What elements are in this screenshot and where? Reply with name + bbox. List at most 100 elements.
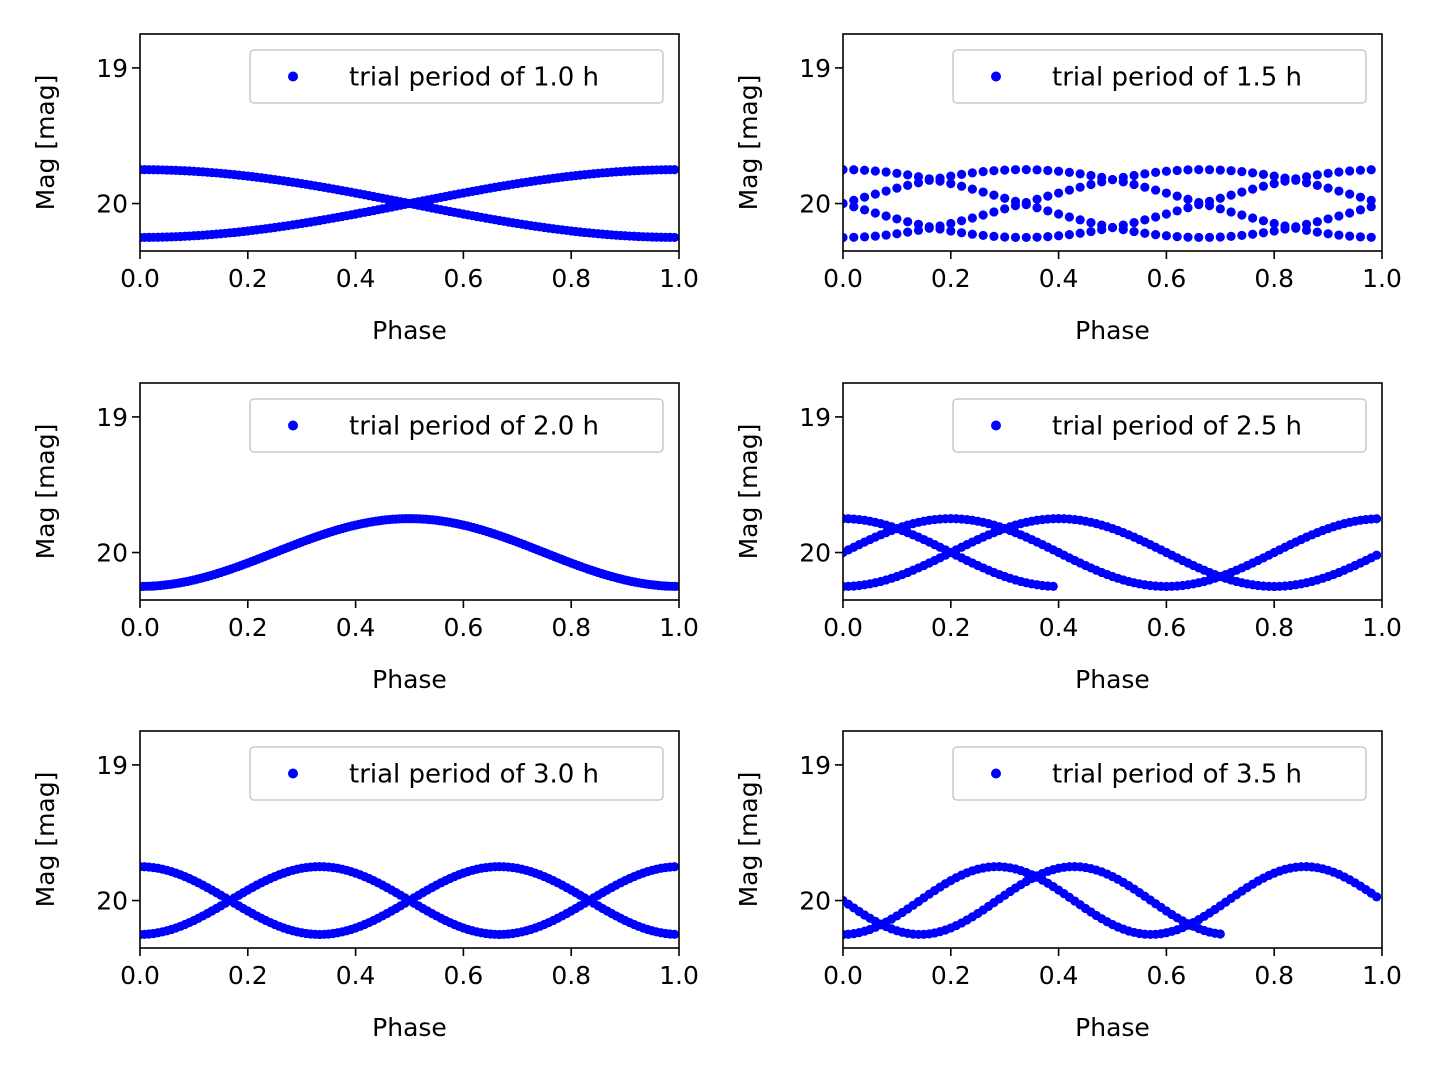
x-tick-label: 0.4 (1039, 961, 1079, 990)
data-point (1140, 215, 1150, 225)
data-point (1032, 232, 1042, 242)
x-tick-label: 1.0 (1362, 264, 1402, 293)
data-point (1237, 187, 1247, 197)
x-tick-label: 0.8 (1254, 961, 1294, 990)
data-point (1258, 216, 1269, 226)
data-point (1204, 165, 1215, 175)
data-point (1237, 210, 1247, 220)
legend-marker (288, 768, 298, 779)
x-axis-label: Phase (1075, 316, 1150, 345)
data-point (881, 167, 891, 177)
data-point (1291, 223, 1301, 233)
data-point (1334, 211, 1344, 221)
legend-box (952, 746, 1367, 801)
data-point (989, 190, 999, 200)
data-point (849, 165, 859, 175)
data-point (1183, 194, 1193, 204)
data-point (913, 219, 924, 229)
panel-2: 0.0 0.2 0.4 0.6 0.8 1.0 19 20 Phase Mag [mag] tria… (734, 33, 1402, 345)
x-tick-label: 0.2 (228, 264, 268, 293)
data-point (1194, 165, 1204, 175)
data-point (1086, 217, 1096, 228)
legend-marker (991, 420, 1001, 431)
y-tick-label: 19 (799, 54, 831, 83)
data-point (1161, 188, 1171, 198)
data-point (1140, 228, 1150, 238)
data-point (1097, 220, 1107, 230)
data-point (1366, 202, 1376, 212)
data-point (1075, 182, 1085, 192)
data-point (1000, 193, 1010, 203)
data-point (1021, 165, 1031, 175)
y-axis-label: Mag [mag] (31, 772, 60, 908)
data-point (1323, 168, 1333, 178)
data-point (1258, 228, 1269, 238)
data-point (946, 171, 956, 181)
data-point (956, 228, 967, 238)
data-point (1172, 232, 1182, 242)
data-point (1204, 232, 1215, 242)
legend-box (249, 746, 664, 801)
data-point (1032, 203, 1042, 213)
data-point (1032, 165, 1042, 175)
data-point (1107, 174, 1118, 185)
x-tick-label: 1.0 (1362, 613, 1402, 642)
data-point (903, 217, 913, 227)
data-point (1010, 165, 1021, 175)
data-point (1075, 169, 1085, 179)
data-point (1048, 581, 1058, 591)
data-point (1118, 177, 1128, 187)
legend-box (249, 398, 664, 453)
data-point (1366, 195, 1376, 205)
data-point (1372, 550, 1382, 560)
panel-3: 0.0 0.2 0.4 0.6 0.8 1.0 19 20 Phase Mag [mag] tria… (31, 382, 699, 694)
data-point (1301, 225, 1312, 235)
y-axis-label: Mag [mag] (734, 424, 763, 560)
data-point (669, 929, 679, 939)
y-tick-label: 20 (96, 539, 128, 568)
x-tick-label: 1.0 (659, 961, 699, 990)
data-point (1086, 170, 1096, 181)
data-point (946, 226, 956, 236)
x-tick-label: 0.8 (551, 264, 591, 293)
panel-4: 0.0 0.2 0.4 0.6 0.8 1.0 19 20 Phase Mag [mag] tria… (734, 382, 1402, 694)
data-point (1301, 172, 1312, 182)
legend-marker (991, 71, 1001, 82)
data-point (1054, 188, 1064, 198)
data-point (989, 231, 999, 241)
data-point (1345, 208, 1355, 218)
data-point (1226, 166, 1236, 176)
data-points (140, 862, 679, 940)
data-point (843, 232, 848, 243)
data-point (1172, 165, 1182, 176)
x-tick-label: 1.0 (659, 613, 699, 642)
y-tick-label: 19 (96, 751, 128, 780)
panels: 0.0 0.2 0.4 0.6 0.8 1.0 19 20 Phase Mag [mag] tria… (31, 33, 1402, 1042)
x-tick-label: 0.2 (931, 613, 971, 642)
data-point (1054, 166, 1064, 176)
data-point (1355, 165, 1366, 175)
data-point (1140, 182, 1150, 192)
data-point (1372, 514, 1382, 524)
data-point (1226, 207, 1236, 217)
data-point (1064, 185, 1074, 195)
data-point (859, 232, 870, 242)
legend-label: trial period of 3.0 h (349, 760, 599, 790)
data-point (892, 214, 902, 224)
data-point (1129, 170, 1139, 181)
data-point (978, 230, 988, 241)
x-axis-label: Phase (372, 316, 447, 345)
data-point (1237, 167, 1247, 177)
legend-box (952, 398, 1367, 453)
x-tick-label: 0.0 (120, 613, 160, 642)
data-point (1021, 200, 1031, 210)
data-point (1064, 212, 1074, 222)
x-tick-label: 0.0 (823, 264, 863, 293)
data-point (1151, 230, 1161, 240)
legend-marker (991, 768, 1001, 779)
data-point (1248, 229, 1258, 239)
axes-frame (842, 730, 1383, 949)
data-point (1183, 203, 1193, 213)
x-tick-label: 0.6 (444, 961, 484, 990)
